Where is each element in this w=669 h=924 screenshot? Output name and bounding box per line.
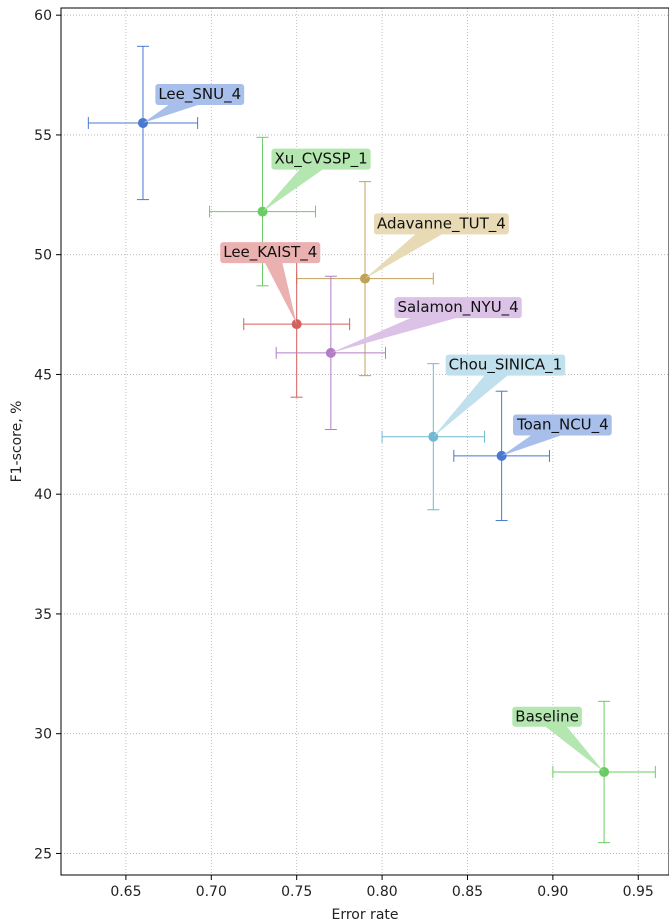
point-label: Toan_NCU_4 [516, 416, 609, 435]
x-tick-label: 0.70 [196, 884, 227, 900]
y-axis: 25 30 35 40 45 50 55 60 [34, 8, 61, 862]
point-annotation: Baseline [512, 706, 605, 773]
x-tick-label: 0.90 [537, 884, 568, 900]
label-box [394, 297, 522, 319]
point-annotation: Lee_SNU_4 [142, 84, 245, 123]
label-box [445, 354, 566, 376]
label-box [271, 148, 371, 170]
point-label: Lee_SNU_4 [158, 85, 241, 104]
x-axis-label: Error rate [331, 907, 398, 923]
point-annotation: Chou_SINICA_1 [433, 354, 566, 437]
x-tick-label: 0.65 [110, 884, 141, 900]
y-tick-label: 60 [34, 8, 52, 24]
point-label: Lee_KAIST_4 [223, 243, 317, 262]
x-tick-label: 0.85 [452, 884, 483, 900]
label-pointer [433, 358, 513, 437]
label-box [512, 706, 582, 727]
point-label: Salamon_NYU_4 [397, 298, 518, 317]
y-tick-label: 25 [34, 846, 52, 862]
y-tick-label: 40 [34, 487, 52, 503]
y-tick-label: 35 [34, 607, 52, 623]
y-tick-label: 45 [34, 367, 52, 383]
y-tick-label: 30 [34, 727, 52, 743]
annotations: Lee_SNU_4 Xu_CVSSP_1 Adavanne_TUT_4 Lee_KAI… [142, 84, 612, 773]
point-label: Adavanne_TUT_4 [377, 214, 506, 233]
point-label: Baseline [515, 708, 579, 726]
point-annotation: Salamon_NYU_4 [330, 297, 522, 353]
data-point-group [453, 390, 550, 522]
point-label: Xu_CVSSP_1 [274, 150, 367, 169]
x-axis: 0.65 0.70 0.75 0.80 0.85 0.90 0.95 [110, 875, 654, 900]
x-tick-label: 0.95 [623, 884, 654, 900]
label-box [220, 242, 321, 264]
label-box [513, 414, 612, 436]
plot-frame [60, 7, 669, 876]
data-point [137, 117, 148, 128]
x-tick-label: 0.80 [366, 884, 397, 900]
label-box [155, 84, 245, 106]
point-annotation: Lee_KAIST_4 [220, 242, 321, 325]
y-tick-label: 50 [34, 248, 52, 264]
y-axis-label: F1-score, % [9, 401, 25, 483]
point-label: Chou_SINICA_1 [449, 356, 563, 375]
x-tick-label: 0.75 [281, 884, 312, 900]
y-tick-label: 55 [34, 128, 52, 144]
data-point-group [381, 363, 486, 511]
label-box [373, 213, 509, 235]
point-annotation: Toan_NCU_4 [501, 414, 612, 456]
point-annotation: Adavanne_TUT_4 [365, 213, 509, 279]
label-pointer [261, 249, 297, 325]
data-point-group [275, 275, 386, 431]
point-annotation: Xu_CVSSP_1 [262, 148, 371, 212]
